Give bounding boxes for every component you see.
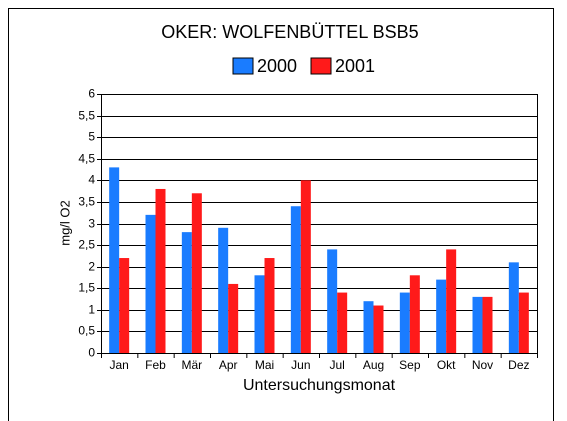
legend-label: 2001	[335, 56, 375, 76]
bar	[399, 292, 410, 353]
x-tick-label: Sep	[399, 358, 421, 372]
y-tick-label: 3	[88, 217, 95, 231]
y-tick-label: 1,5	[78, 281, 95, 295]
bar	[228, 283, 239, 353]
legend-swatch	[310, 57, 332, 75]
x-axis-label: Untersuchungsmonat	[243, 377, 396, 394]
y-tick-label: 0,5	[78, 324, 95, 338]
legend-swatch	[232, 57, 254, 75]
bar	[482, 296, 493, 353]
x-tick-label: Jan	[109, 358, 128, 372]
y-tick-label: 4	[88, 173, 95, 187]
bar	[327, 249, 338, 353]
bar	[119, 258, 130, 353]
bar	[290, 206, 301, 353]
bar	[264, 258, 275, 353]
y-tick-label: 5	[88, 130, 95, 144]
bar	[181, 232, 192, 353]
y-tick-label: 0	[88, 346, 95, 360]
chart-title: OKER: WOLFENBÜTTEL BSB5	[161, 22, 418, 42]
x-tick-label: Apr	[219, 358, 238, 372]
bar	[472, 296, 483, 353]
bar	[109, 167, 120, 353]
x-tick-label: Mär	[181, 358, 202, 372]
y-tick-label: 2,5	[78, 238, 95, 252]
bar	[218, 227, 229, 353]
x-tick-label: Okt	[437, 358, 456, 372]
bar	[155, 188, 166, 353]
y-axis-label: mg/l O2	[57, 200, 72, 246]
y-tick-label: 3,5	[78, 195, 95, 209]
x-tick-label: Dez	[508, 358, 529, 372]
bar	[436, 279, 447, 353]
x-tick-label: Aug	[363, 358, 384, 372]
bar	[254, 275, 265, 353]
bar	[363, 301, 374, 353]
x-tick-label: Nov	[472, 358, 493, 372]
y-tick-label: 6	[88, 87, 95, 101]
x-tick-label: Jul	[329, 358, 344, 372]
bar	[145, 214, 156, 353]
x-tick-label: Feb	[145, 358, 166, 372]
bar	[508, 262, 519, 353]
y-tick-label: 5,5	[78, 109, 95, 123]
x-tick-label: Mai	[255, 358, 274, 372]
y-tick-label: 1	[88, 303, 95, 317]
bar	[337, 292, 348, 353]
frame	[8, 8, 554, 421]
bar	[446, 249, 457, 353]
y-tick-label: 4,5	[78, 152, 95, 166]
bar	[300, 180, 311, 353]
y-tick-label: 2	[88, 260, 95, 274]
legend-label: 2000	[257, 56, 297, 76]
bar	[518, 292, 529, 353]
bar	[191, 193, 202, 353]
bar	[373, 305, 384, 353]
x-tick-label: Jun	[291, 358, 310, 372]
bar	[409, 275, 420, 353]
